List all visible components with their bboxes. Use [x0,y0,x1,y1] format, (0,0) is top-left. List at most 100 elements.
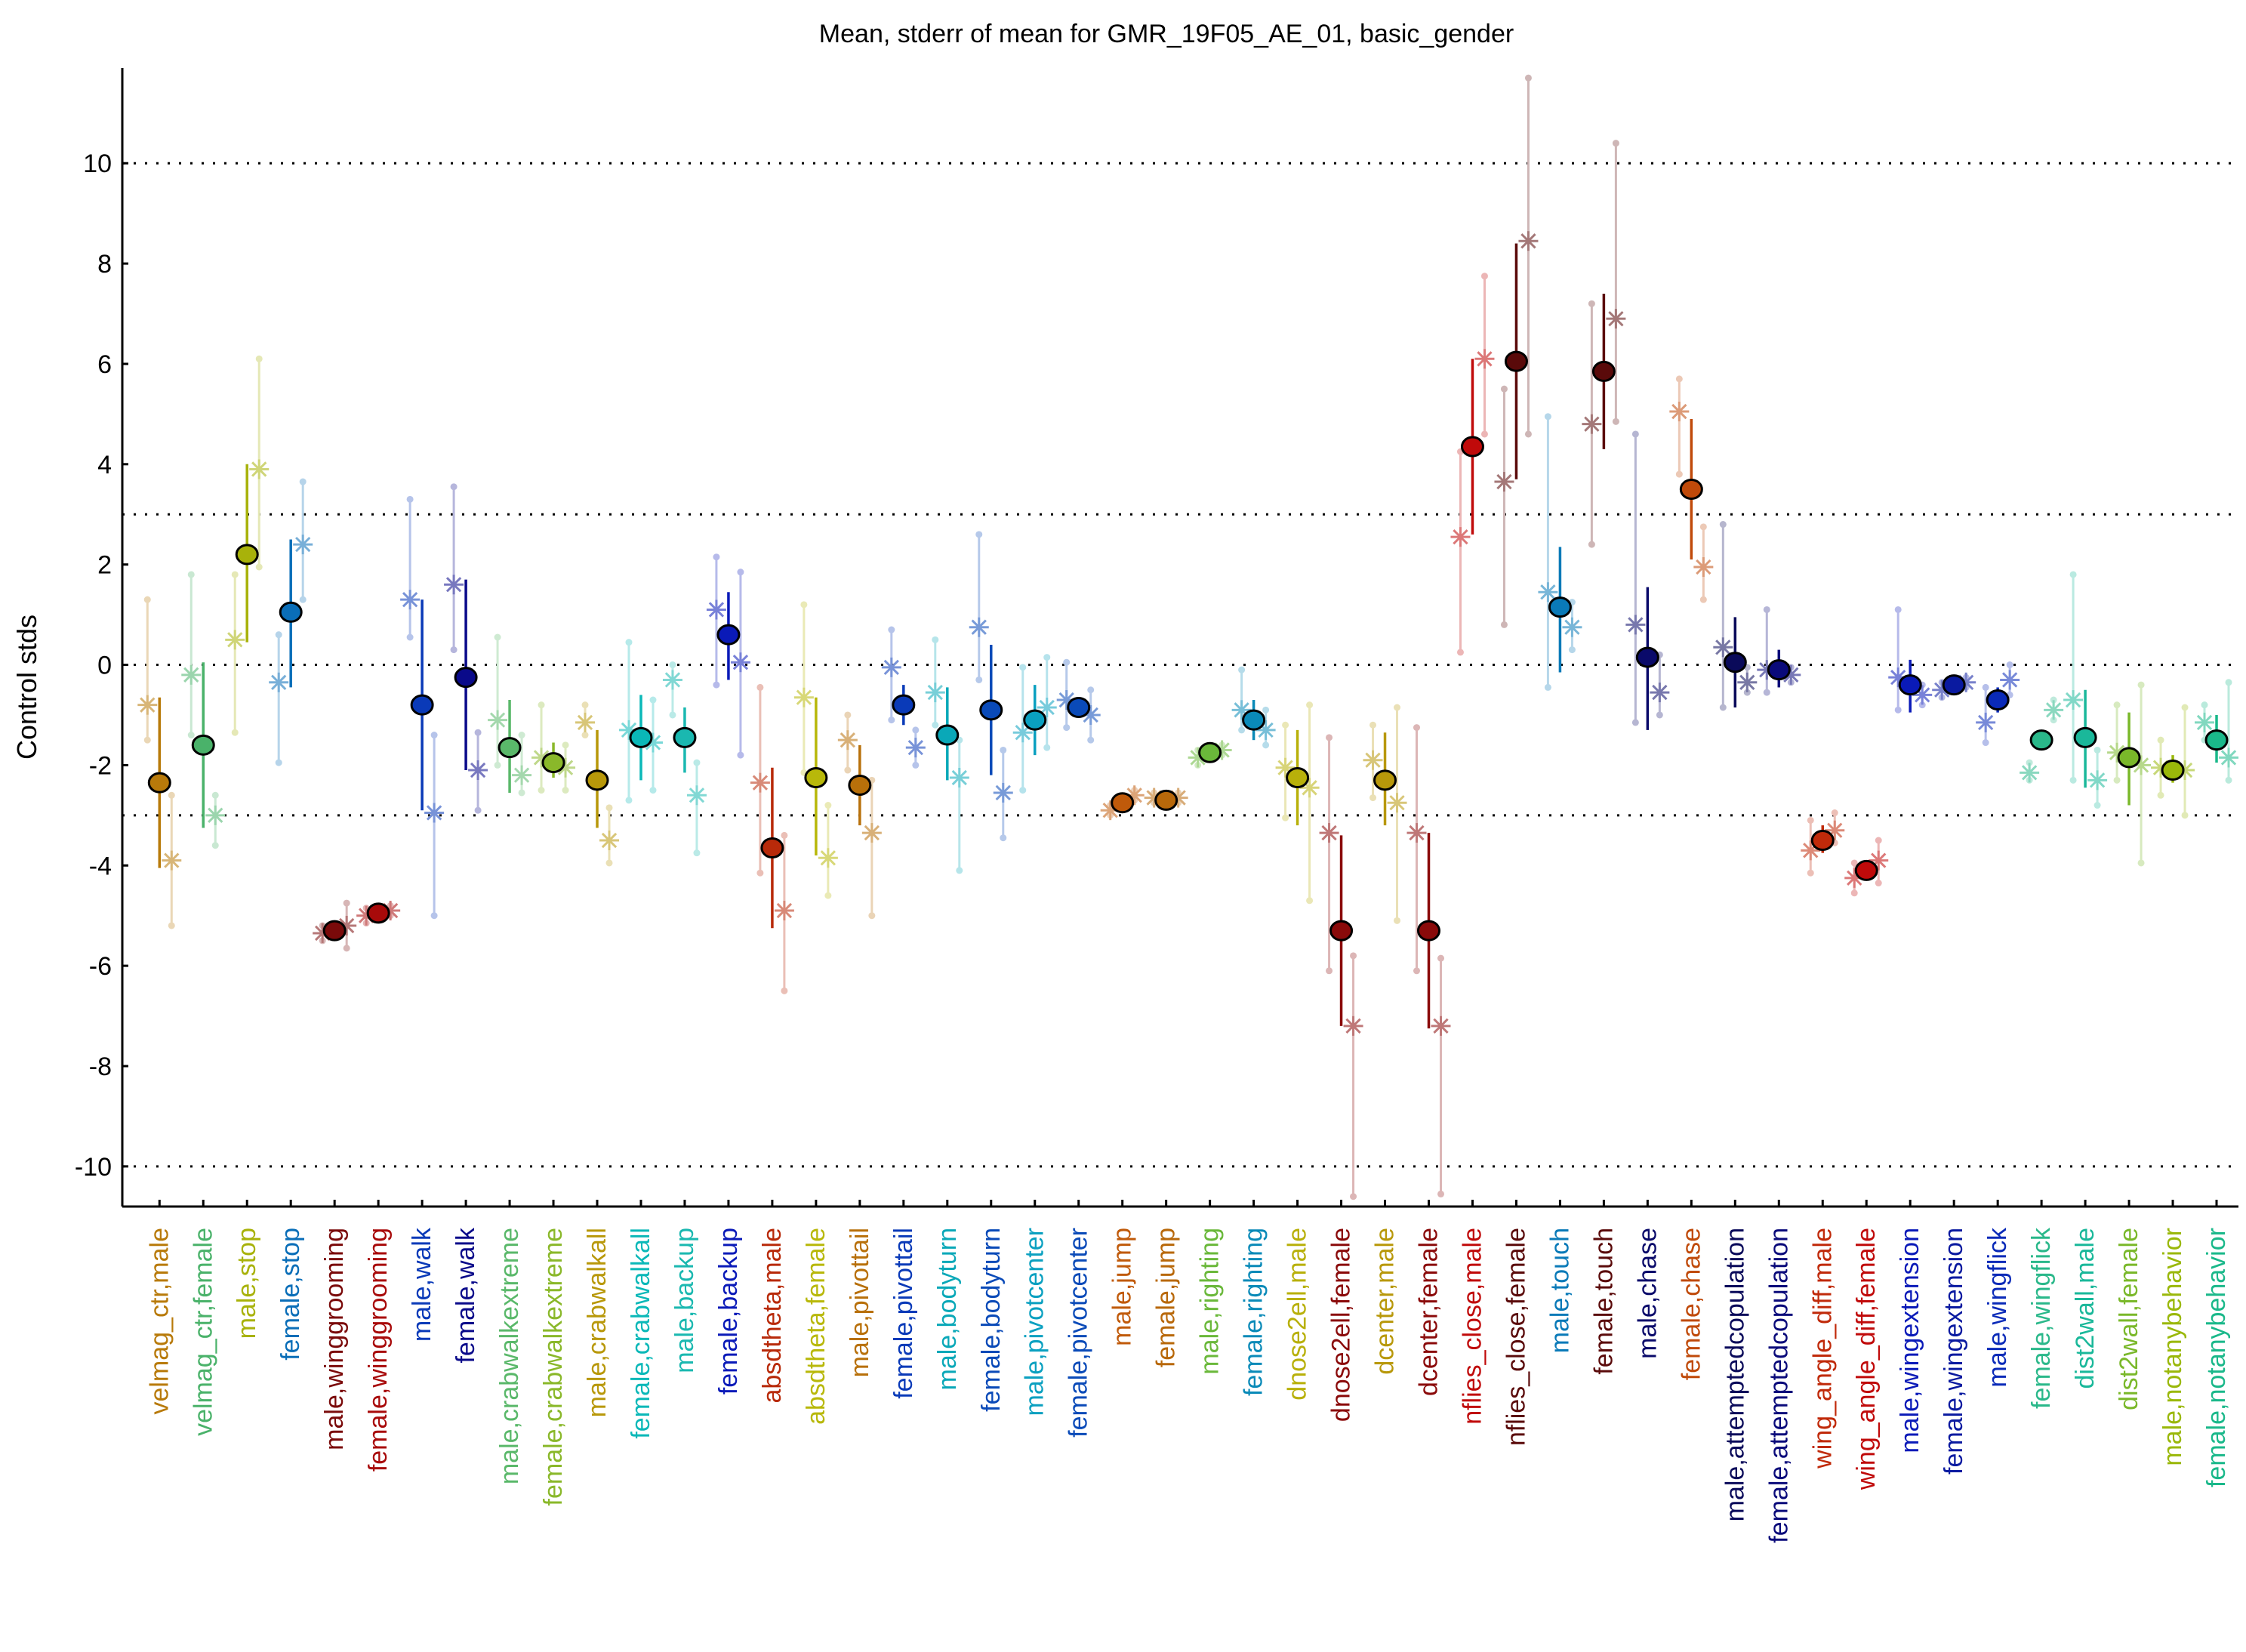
category-group [400,495,445,920]
range-endpoint [1807,816,1814,824]
asterisk-stroke [1671,403,1687,420]
mean-marker [498,737,522,759]
range-endpoint [1807,869,1814,877]
asterisk-stroke [1608,310,1624,327]
asterisk-stroke [1321,824,1337,841]
range-endpoint [2157,791,2164,799]
range-endpoint [1000,834,1007,842]
asterisk-stroke [708,602,725,618]
range-endpoint [1282,814,1289,821]
asterisk-marker [1737,672,1758,692]
range-endpoint [406,495,414,503]
category-group [313,899,357,952]
range-endpoint [275,631,282,639]
asterisk-stroke [2065,692,2081,708]
range-endpoint [713,553,720,561]
range-endpoint [1326,967,1333,975]
range-endpoint [1831,809,1838,817]
category-group [356,901,401,927]
asterisk-marker [818,848,838,868]
mean-marker [892,694,916,716]
asterisk-marker [1825,820,1845,840]
asterisk-stroke [513,767,530,783]
asterisk-stroke [995,784,1011,801]
mean-marker [1679,479,1703,501]
asterisk-stroke [1540,584,1556,600]
y-tick-label: 2 [97,551,112,580]
asterisk-stroke [295,536,311,553]
range-endpoint [2181,704,2189,711]
mean-marker [1286,767,1310,789]
asterisk-stroke [577,714,593,731]
x-tick-label: dist2wall,female [2115,1228,2143,1410]
range-endpoint [1000,746,1007,754]
asterisk-marker [1562,617,1582,637]
range-endpoint [800,601,808,609]
asterisk-stroke [883,659,899,676]
range-endpoint [1238,726,1246,734]
category-group [2151,704,2195,819]
mean-marker [1198,741,1222,763]
asterisk-stroke [1715,640,1731,655]
asterisk-stroke [470,762,486,778]
range-endpoint [1456,649,1464,656]
range-endpoint [430,912,438,920]
category-group [925,636,969,874]
x-tick-label: male,jump [1108,1228,1137,1346]
x-tick-label: male,attemptedcopulation [1721,1228,1749,1521]
range-endpoint [518,789,525,797]
category-group [1713,521,1758,711]
asterisk-marker [444,575,464,595]
category-group [1976,661,2020,747]
range-endpoint [1413,967,1420,975]
mean-marker [279,601,303,623]
x-axis [122,1200,2238,1208]
range-endpoint [299,478,307,485]
range-endpoint [844,711,852,719]
range-endpoint [581,732,589,739]
asterisk-stroke [971,619,987,635]
mean-marker [629,726,653,748]
asterisk-marker [599,831,620,851]
asterisk-stroke [208,807,223,823]
range-endpoint [1087,686,1095,694]
range-endpoint [824,802,832,809]
range-endpoint [1437,954,1444,962]
range-endpoint [1238,666,1246,673]
asterisk-stroke [927,684,943,701]
range-endpoint [1019,787,1027,794]
asterisk-marker [512,765,532,785]
range-endpoint [168,922,175,929]
category-group [1538,413,1582,691]
x-tick-label: female,jump [1152,1228,1181,1367]
range-endpoint [2225,776,2232,784]
range-endpoint [756,683,764,691]
asterisk-stroke [2196,714,2213,731]
x-tick-label: wing_angle_diff,male [1808,1228,1837,1469]
range-endpoint [1631,430,1639,438]
asterisk-stroke [1277,760,1293,775]
chart-title: Mean, stderr of mean for GMR_19F05_AE_01… [819,20,1514,48]
asterisk-stroke [2001,672,2018,688]
range-endpoint [1743,689,1751,696]
y-tick-label: 0 [97,652,112,680]
range-endpoint [1588,300,1595,307]
asterisk-stroke [864,824,880,841]
asterisk-stroke [907,739,923,756]
asterisk-stroke [1302,780,1317,796]
range-endpoint [187,732,195,739]
asterisk-stroke [645,735,661,750]
asterisk-stroke [183,667,199,683]
asterisk-marker [2087,770,2108,791]
range-endpoint [693,849,701,857]
asterisk-stroke [445,577,462,593]
asterisk-stroke [1477,351,1493,367]
range-endpoint [231,729,239,736]
x-tick-label: wing_angle_diff,female [1852,1228,1881,1490]
asterisk-stroke [1433,1018,1449,1034]
range-endpoint [975,531,983,538]
asterisk-stroke [1365,752,1381,768]
x-tick-label: female,winggrooming [364,1228,393,1472]
asterisk-marker [1976,712,1996,732]
